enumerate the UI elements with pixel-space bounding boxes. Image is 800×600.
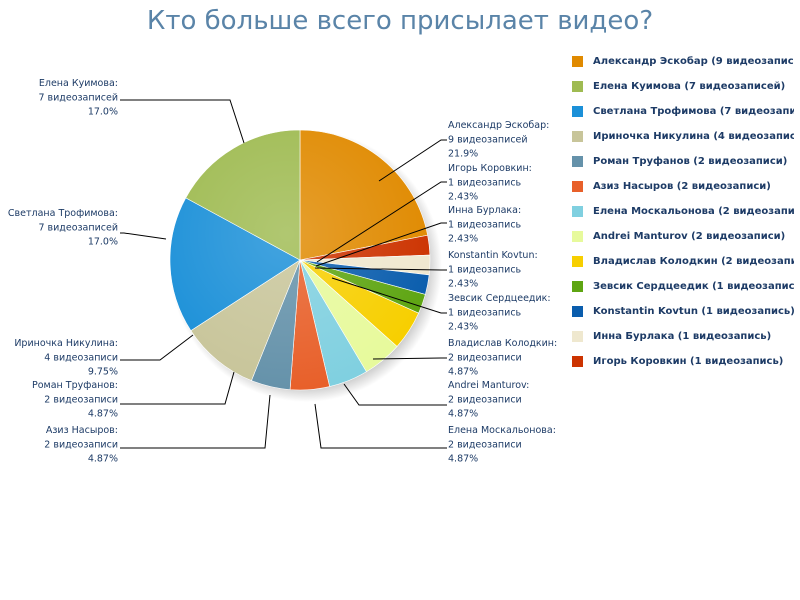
legend-item[interactable]: Игорь Коровкин (1 видеозапись): [572, 349, 794, 374]
legend-item[interactable]: Зевсик Сердцеедик (1 видеозапись): [572, 274, 794, 299]
legend-label: Ириночка Никулина (4 видеозаписи): [593, 131, 794, 142]
leader-line-7: [343, 383, 447, 406]
legend-swatch: [572, 81, 583, 92]
legend-swatch: [572, 131, 583, 142]
leader-line-8: [314, 403, 447, 449]
legend-item[interactable]: Konstantin Kovtun (1 видеозапись): [572, 299, 794, 324]
slice-label-6: Владислав Колодкин: 2 видеозаписи 4.87%: [448, 338, 557, 378]
slice-label-9: Азиз Насыров: 2 видеозаписи 4.87%: [44, 425, 118, 465]
legend-item[interactable]: Роман Труфанов (2 видеозаписи): [572, 149, 794, 174]
leader-line-13: [120, 99, 245, 144]
legend-swatch: [572, 256, 583, 267]
leader-line-11: [120, 334, 194, 361]
legend: Александр Эскобар (9 видеозаписей) Елена …: [572, 49, 794, 374]
legend-swatch: [572, 156, 583, 167]
leader-line-5: [331, 277, 447, 314]
legend-label: Andrei Manturov (2 видеозаписи): [593, 231, 786, 242]
legend-swatch: [572, 106, 583, 117]
legend-item[interactable]: Елена Москальонова (2 видеозаписи): [572, 199, 794, 224]
legend-item[interactable]: Александр Эскобар (9 видеозаписей): [572, 49, 794, 74]
legend-item[interactable]: Andrei Manturov (2 видеозаписи): [572, 224, 794, 249]
slice-label-12: Светлана Трофимова: 7 видеозаписей 17.0%: [8, 208, 118, 248]
legend-label: Елена Куимова (7 видеозаписей): [593, 81, 786, 92]
leader-line-1: [378, 139, 447, 182]
legend-label: Роман Труфанов (2 видеозаписи): [593, 156, 788, 167]
legend-label: Елена Москальонова (2 видеозаписи): [593, 206, 794, 217]
legend-item[interactable]: Азиз Насыров (2 видеозаписи): [572, 174, 794, 199]
slice-label-2: Игорь Коровкин: 1 видеозапись 2.43%: [448, 163, 532, 203]
slice-label-10: Роман Труфанов: 2 видеозаписи 4.87%: [32, 380, 118, 420]
slice-label-4: Konstantin Kovtun: 1 видеозапись 2.43%: [448, 250, 538, 290]
legend-swatch: [572, 356, 583, 367]
slice-label-13: Елена Куимова: 7 видеозаписей 17.0%: [38, 78, 118, 118]
legend-item[interactable]: Инна Бурлака (1 видеозапись): [572, 324, 794, 349]
leader-line-12: [120, 232, 167, 240]
slice-label-7: Andrei Manturov: 2 видеозаписи 4.87%: [448, 380, 529, 420]
legend-item[interactable]: Елена Куимова (7 видеозаписей): [572, 74, 794, 99]
legend-label: Зевсик Сердцеедик (1 видеозапись): [593, 281, 794, 292]
slice-label-1: Александр Эскобар: 9 видеозаписей 21.9%: [448, 120, 549, 160]
legend-label: Инна Бурлака (1 видеозапись): [593, 331, 772, 342]
legend-label: Владислав Колодкин (2 видеозаписи): [593, 256, 794, 267]
leader-line-6: [372, 357, 447, 360]
legend-label: Игорь Коровкин (1 видеозапись): [593, 356, 784, 367]
legend-label: Светлана Трофимова (7 видеозаписей): [593, 106, 794, 117]
legend-swatch: [572, 206, 583, 217]
legend-swatch: [572, 56, 583, 67]
leader-line-4: [314, 267, 447, 271]
legend-swatch: [572, 231, 583, 242]
legend-swatch: [572, 181, 583, 192]
chart-title: Кто больше всего присылает видео?: [146, 6, 654, 36]
leader-line-3: [315, 222, 447, 267]
legend-swatch: [572, 281, 583, 292]
slice-label-3: Инна Бурлака: 1 видеозапись 2.43%: [448, 205, 522, 245]
legend-swatch: [572, 331, 583, 342]
leader-line-2: [316, 181, 447, 263]
legend-label: Александр Эскобар (9 видеозаписей): [593, 56, 794, 67]
legend-label: Konstantin Kovtun (1 видеозапись): [593, 306, 794, 317]
legend-item[interactable]: Светлана Трофимова (7 видеозаписей): [572, 99, 794, 124]
slice-label-11: Ириночка Никулина: 4 видеозаписи 9.75%: [14, 338, 118, 378]
leader-line-9: [120, 394, 271, 449]
legend-item[interactable]: Ириночка Никулина (4 видеозаписи): [572, 124, 794, 149]
slice-label-8: Елена Москальонова: 2 видеозаписи 4.87%: [448, 425, 556, 465]
legend-item[interactable]: Владислав Колодкин (2 видеозаписи): [572, 249, 794, 274]
slice-label-5: Зевсик Сердцеедик: 1 видеозапись 2.43%: [448, 293, 551, 333]
legend-swatch: [572, 306, 583, 317]
legend-label: Азиз Насыров (2 видеозаписи): [593, 181, 771, 192]
leader-line-10: [120, 371, 235, 405]
